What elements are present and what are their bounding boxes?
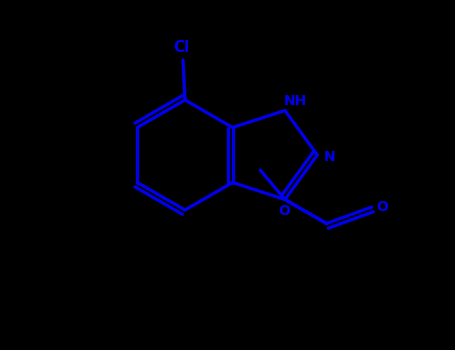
Text: O: O (377, 200, 389, 214)
Text: N: N (324, 150, 335, 164)
Text: O: O (278, 204, 290, 218)
Text: Cl: Cl (173, 40, 189, 55)
Text: NH: NH (283, 93, 307, 107)
